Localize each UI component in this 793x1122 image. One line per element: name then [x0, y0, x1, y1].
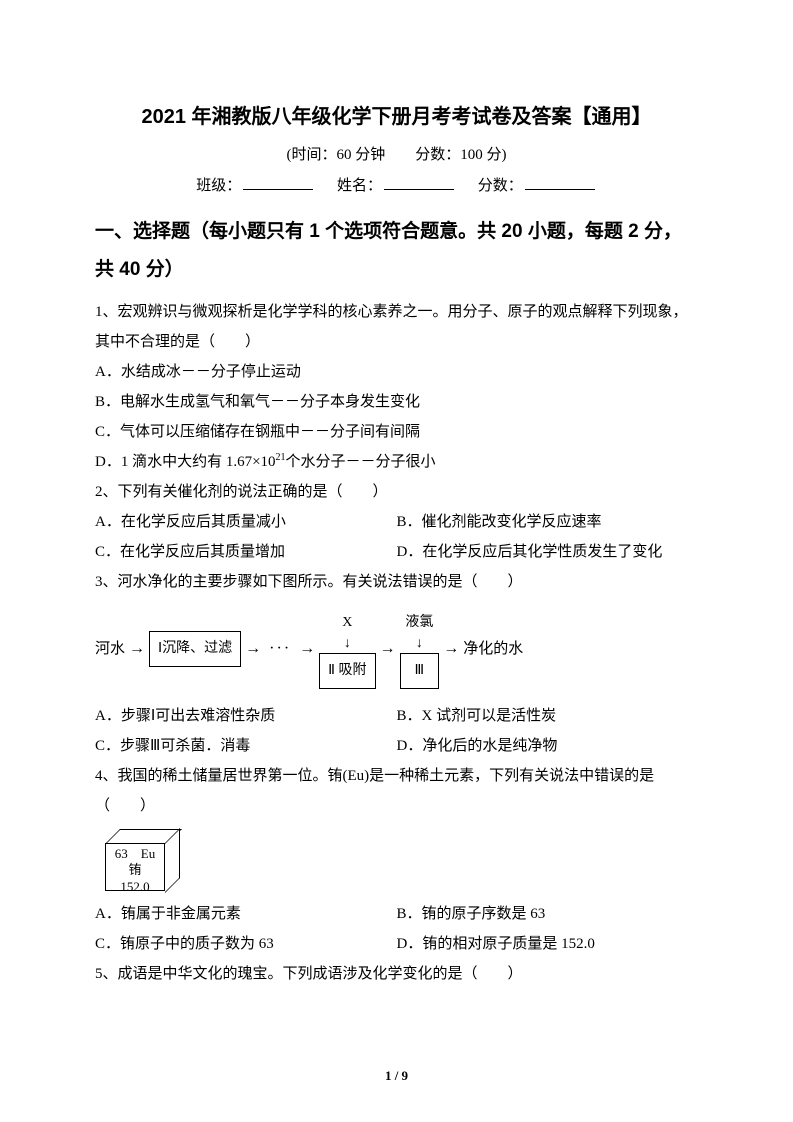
cube-front-face: 63 Eu 铕 152.0: [105, 843, 165, 891]
q2-opt-a: A．在化学反应后其质量减小: [95, 507, 397, 537]
exam-page: 2021 年湘教版八年级化学下册月考考试卷及答案【通用】 (时间：60 分钟 分…: [0, 0, 793, 1122]
flow-box-2: Ⅱ 吸附: [319, 653, 375, 689]
down-arrow-icon: ↓: [416, 637, 423, 651]
q1-d-exp: 21: [276, 452, 286, 463]
flow-box-2-stack: X ↓ Ⅱ 吸附: [319, 609, 375, 689]
arrow-icon: →: [380, 633, 396, 665]
q3-opt-b: B．X 试剂可以是活性炭: [397, 701, 699, 731]
cube-line-1: 63 Eu: [108, 846, 162, 862]
q4-element-cube: 63 Eu 铕 152.0: [105, 829, 698, 891]
arrow-icon: →: [299, 633, 315, 665]
q4-opt-c: C．铕原子中的质子数为 63: [95, 929, 397, 959]
q1-opt-a: A．水结成冰－－分子停止运动: [95, 357, 698, 387]
q1-d-pre: D．1 滴水中大约有 1.67×10: [95, 454, 276, 470]
exam-title: 2021 年湘教版八年级化学下册月考考试卷及答案【通用】: [95, 100, 698, 129]
section-1-heading: 一、选择题（每小题只有 1 个选项符合题意。共 20 小题，每题 2 分，共 4…: [95, 213, 698, 289]
q3-opt-a: A．步骤Ⅰ可出去难溶性杂质: [95, 701, 397, 731]
q3-stem: 3、河水净化的主要步骤如下图所示。有关说法错误的是（ ）: [95, 567, 698, 597]
question-4: 4、我国的稀土储量居世界第一位。铕(Eu)是一种稀土元素，下列有关说法中错误的是…: [95, 761, 698, 959]
q4-opt-a: A．铕属于非金属元素: [95, 899, 397, 929]
blank-class[interactable]: [243, 175, 313, 190]
q1-stem: 1、宏观辨识与微观探析是化学学科的核心素养之一。用分子、原子的观点解释下列现象，…: [95, 297, 698, 357]
label-class: 班级：: [196, 178, 241, 194]
flow-end: 净化的水: [463, 634, 523, 664]
q1-opt-d: D．1 滴水中大约有 1.67×1021个水分子－－分子很小: [95, 447, 698, 477]
page-number: 1 / 9: [0, 1068, 793, 1084]
arrow-icon: →: [443, 633, 459, 665]
q3-opt-c: C．步骤Ⅲ可杀菌．消毒: [95, 731, 397, 761]
q1-opt-c: C．气体可以压缩储存在钢瓶中－－分子间有间隔: [95, 417, 698, 447]
flow-box-3: Ⅲ: [400, 653, 440, 689]
q2-stem: 2、下列有关催化剂的说法正确的是（ ）: [95, 477, 698, 507]
fill-blanks-line: 班级： 姓名： 分数：: [95, 174, 698, 195]
cube-line-2: 铕: [108, 862, 162, 878]
arrow-icon: →: [245, 633, 261, 665]
label-name: 姓名：: [337, 178, 382, 194]
flow-box-3-stack: 液氯 ↓ Ⅲ: [400, 609, 440, 689]
q1-d-post: 个水分子－－分子很小: [286, 454, 436, 470]
q3-opt-d: D．净化后的水是纯净物: [397, 731, 699, 761]
q2-opt-c: C．在化学反应后其质量增加: [95, 537, 397, 567]
q4-stem: 4、我国的稀土储量居世界第一位。铕(Eu)是一种稀土元素，下列有关说法中错误的是…: [95, 761, 698, 821]
flow-x-label: X: [342, 609, 352, 637]
q3-flow-diagram: 河水 → Ⅰ沉降、过滤 → ··· → X ↓ Ⅱ 吸附 → 液氯 ↓ Ⅲ → …: [95, 609, 698, 689]
exam-meta: (时间：60 分钟 分数：100 分): [95, 143, 698, 164]
q2-opt-d: D．在化学反应后其化学性质发生了变化: [397, 537, 699, 567]
blank-score[interactable]: [525, 175, 595, 190]
q5-stem: 5、成语是中华文化的瑰宝。下列成语涉及化学变化的是（ ）: [95, 959, 698, 989]
label-score: 分数：: [478, 178, 523, 194]
arrow-icon: →: [129, 633, 145, 665]
down-arrow-icon: ↓: [344, 637, 351, 651]
question-2: 2、下列有关催化剂的说法正确的是（ ） A．在化学反应后其质量减小 B．催化剂能…: [95, 477, 698, 567]
flow-dots: ···: [269, 633, 291, 665]
flow-start: 河水: [95, 634, 125, 664]
q4-opt-d: D．铕的相对原子质量是 152.0: [397, 929, 699, 959]
flow-box-1: Ⅰ沉降、过滤: [149, 631, 241, 667]
q2-opt-b: B．催化剂能改变化学反应速率: [397, 507, 699, 537]
question-1: 1、宏观辨识与微观探析是化学学科的核心素养之一。用分子、原子的观点解释下列现象，…: [95, 297, 698, 477]
blank-name[interactable]: [384, 175, 454, 190]
q4-opt-b: B．铕的原子序数是 63: [397, 899, 699, 929]
q1-opt-b: B．电解水生成氢气和氧气－－分子本身发生变化: [95, 387, 698, 417]
question-5: 5、成语是中华文化的瑰宝。下列成语涉及化学变化的是（ ）: [95, 959, 698, 989]
question-3: 3、河水净化的主要步骤如下图所示。有关说法错误的是（ ） 河水 → Ⅰ沉降、过滤…: [95, 567, 698, 761]
flow-box3-label: 液氯: [405, 609, 433, 637]
cube-line-3: 152.0: [108, 879, 162, 895]
